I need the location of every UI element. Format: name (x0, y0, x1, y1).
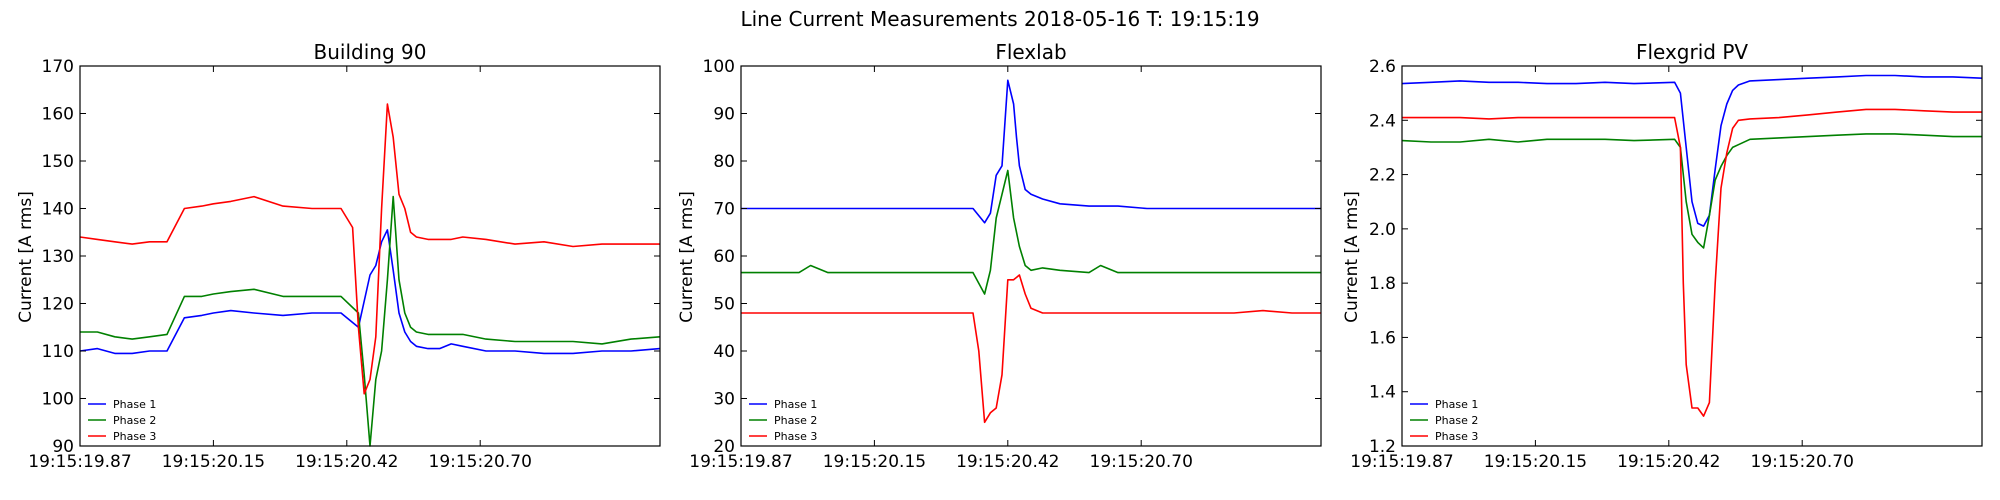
y-tick-label: 100 (703, 57, 735, 77)
y-tick-label: 100 (42, 390, 74, 410)
chart-title: Flexgrid PV (1636, 40, 1748, 64)
y-tick-label: 1.4 (1369, 383, 1396, 403)
legend-entry-label: Phase 3 (1435, 430, 1478, 443)
chart-flexgrid-pv: Flexgrid PV Current [A rms] 1.2 1.4 1.6 1.8… (1342, 40, 1983, 472)
y-tick-label: 120 (42, 295, 74, 315)
chart-building-90: Building 90 Current [A rms] 90 100 110 120 1… (16, 40, 661, 472)
x-tick-label: 19:15:20.15 (162, 452, 265, 472)
legend-entry-label: Phase 2 (774, 414, 817, 427)
y-tick-label: 1.2 (1369, 437, 1396, 457)
y-tick-label: 1.8 (1369, 274, 1396, 294)
series-line-phase-1 (1401, 74, 1983, 227)
y-tick-label: 30 (713, 390, 735, 410)
chart-flexlab: Flexlab Current [A rms] 20 30 40 50 60 70 80 90… (677, 40, 1322, 472)
y-tick-label: 170 (42, 57, 74, 77)
x-tick-label: 19:15:19.87 (1350, 452, 1453, 472)
series-line-phase-2 (80, 195, 661, 447)
y-tick-label: 90 (713, 105, 735, 125)
y-tick-label: 50 (713, 295, 735, 315)
y-tick-label: 90 (52, 437, 74, 457)
x-tick-label: 19:15:20.42 (956, 452, 1059, 472)
y-tick-label: 2.2 (1369, 166, 1396, 186)
y-axis-label: Current [A rms] (677, 191, 697, 323)
y-tick-label: 160 (42, 105, 74, 125)
legend-entry-label: Phase 1 (774, 398, 817, 411)
legend-entry-label: Phase 1 (1435, 398, 1478, 411)
x-tick-label: 19:15:20.70 (429, 452, 532, 472)
y-tick-label: 40 (713, 342, 735, 362)
chart-title: Building 90 (314, 40, 427, 64)
x-tick-label: 19:15:19.87 (689, 452, 792, 472)
y-tick-label: 2.0 (1369, 220, 1396, 240)
y-tick-label: 70 (713, 200, 735, 220)
y-tick-label: 60 (713, 247, 735, 267)
y-tick-label: 20 (713, 437, 735, 457)
series-line-phase-1 (79, 229, 661, 355)
y-tick-label: 80 (713, 152, 735, 172)
plot-frame (1401, 65, 1983, 447)
plot-frame (740, 65, 1322, 447)
series-line-phase-2 (741, 169, 1321, 295)
y-tick-label: 2.6 (1369, 57, 1396, 77)
legend-entry-label: Phase 3 (113, 430, 156, 443)
x-tick-label: 19:15:20.15 (1484, 452, 1587, 472)
figure-suptitle: Line Current Measurements 2018-05-16 T: … (740, 7, 1259, 31)
series-line-phase-3 (79, 103, 660, 395)
series-line-phase-3 (1402, 108, 1982, 417)
x-tick-label: 19:15:20.70 (1751, 452, 1854, 472)
legend-entry-label: Phase 2 (1435, 414, 1478, 427)
x-tick-label: 19:15:20.42 (295, 452, 398, 472)
chart-title: Flexlab (995, 40, 1066, 64)
y-tick-label: 150 (42, 152, 74, 172)
legend: Phase 1 Phase 2 Phase 3 (749, 398, 817, 443)
legend: Phase 1 Phase 2 Phase 3 (1410, 398, 1478, 443)
legend-entry-label: Phase 1 (113, 398, 156, 411)
x-tick-label: 19:15:20.15 (823, 452, 926, 472)
series-line-phase-1 (741, 79, 1321, 224)
x-tick-label: 19:15:20.42 (1617, 452, 1720, 472)
y-tick-label: 1.6 (1369, 328, 1396, 348)
y-tick-label: 110 (42, 342, 74, 362)
plot-frame (79, 65, 661, 447)
legend-entry-label: Phase 3 (774, 430, 817, 443)
y-tick-label: 140 (42, 200, 74, 220)
x-tick-label: 19:15:20.70 (1090, 452, 1193, 472)
y-axis-label: Current [A rms] (16, 191, 36, 323)
y-tick-label: 130 (42, 247, 74, 267)
legend: Phase 1 Phase 2 Phase 3 (88, 398, 156, 443)
series-line-phase-2 (1401, 133, 1982, 249)
series-line-phase-3 (741, 274, 1321, 424)
y-tick-label: 2.4 (1369, 111, 1396, 131)
x-tick-label: 19:15:19.87 (28, 452, 131, 472)
legend-entry-label: Phase 2 (113, 414, 156, 427)
y-axis-label: Current [A rms] (1342, 191, 1362, 323)
